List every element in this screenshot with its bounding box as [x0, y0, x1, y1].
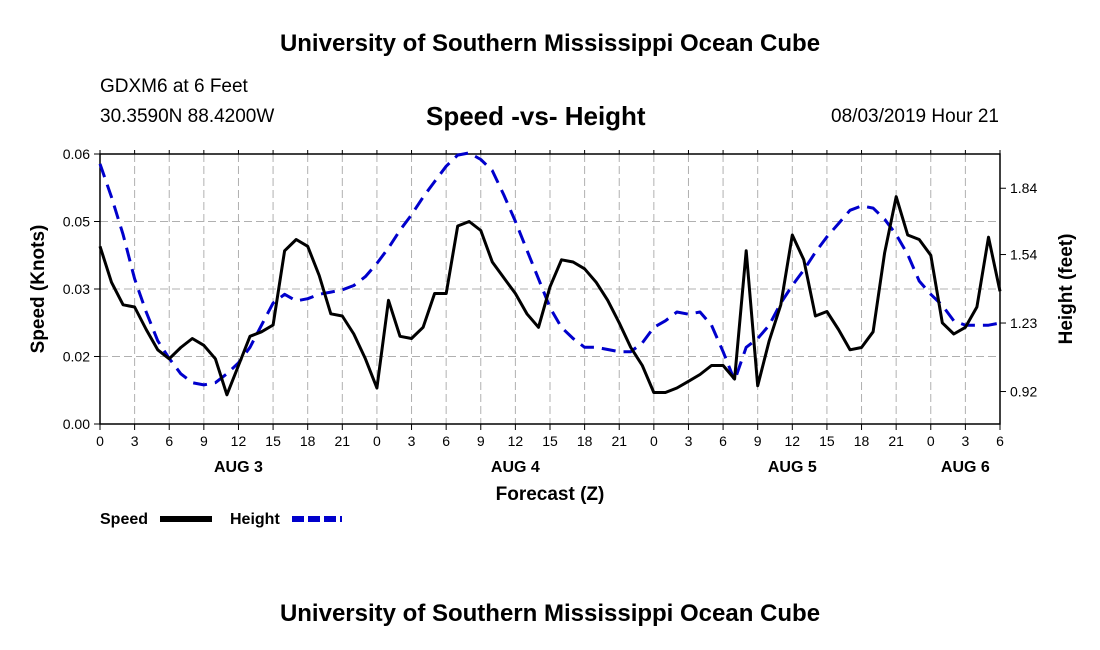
station-label: GDXM6 at 6 Feet	[100, 76, 248, 97]
x-tick-label: 21	[335, 433, 351, 449]
x-tick-label: 15	[542, 433, 558, 449]
y-tick-label: 0.00	[63, 416, 90, 432]
x-tick-label: 6	[165, 433, 173, 449]
x-tick-label: 15	[819, 433, 835, 449]
day-label: AUG 4	[491, 459, 540, 476]
x-tick-label: 3	[685, 433, 693, 449]
x-tick-label: 12	[785, 433, 801, 449]
y-tick-label: 0.02	[63, 349, 90, 365]
day-label: AUG 6	[941, 459, 990, 476]
x-tick-label: 18	[300, 433, 316, 449]
x-tick-label: 0	[927, 433, 935, 449]
x-tick-label: 9	[477, 433, 485, 449]
x-tick-label: 0	[650, 433, 658, 449]
y-tick-label: 0.03	[63, 281, 90, 297]
x-tick-label: 3	[961, 433, 969, 449]
y2-tick-label: 0.92	[1010, 384, 1037, 400]
x-tick-label: 9	[754, 433, 762, 449]
y2-tick-label: 1.54	[1010, 247, 1037, 263]
y-axis-label: Speed (Knots)	[28, 225, 49, 354]
x-tick-label: 15	[265, 433, 281, 449]
legend-label-height: Height	[230, 511, 280, 528]
main-title: University of Southern Mississippi Ocean…	[279, 30, 821, 57]
y2-tick-label: 1.84	[1010, 180, 1037, 196]
x-tick-label: 6	[719, 433, 727, 449]
day-label: AUG 5	[768, 459, 817, 476]
y2-axis-label: Height (feet)	[1056, 234, 1077, 345]
height-series-line	[98, 151, 1001, 387]
x-tick-label: 12	[231, 433, 247, 449]
timestamp-label: 08/03/2019 Hour 21	[831, 106, 999, 127]
legend-label-speed: Speed	[100, 511, 148, 528]
y-tick-label: 0.06	[63, 146, 90, 162]
y-tick-label: 0.05	[63, 214, 90, 230]
coordinates-label: 30.3590N 88.4200W	[100, 106, 275, 127]
x-tick-label: 6	[996, 433, 1004, 449]
y2-tick-label: 1.23	[1010, 315, 1037, 331]
x-axis-label: Forecast (Z)	[496, 484, 605, 505]
x-tick-label: 9	[200, 433, 208, 449]
x-tick-label: 18	[854, 433, 870, 449]
day-label: AUG 3	[214, 459, 263, 476]
x-tick-label: 18	[577, 433, 593, 449]
x-tick-label: 12	[508, 433, 524, 449]
x-tick-label: 0	[373, 433, 381, 449]
x-tick-label: 6	[442, 433, 450, 449]
x-tick-label: 21	[888, 433, 904, 449]
chart-title: Speed -vs- Height	[426, 101, 646, 131]
x-tick-label: 0	[96, 433, 104, 449]
x-tick-label: 3	[408, 433, 416, 449]
footer-title: University of Southern Mississippi Ocean…	[279, 600, 821, 627]
x-tick-label: 21	[611, 433, 627, 449]
speed-series-line	[98, 195, 1002, 397]
x-tick-label: 3	[131, 433, 139, 449]
